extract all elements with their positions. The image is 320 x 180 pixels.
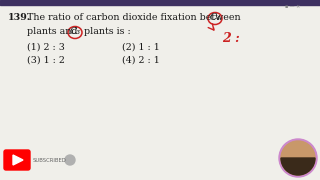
Text: SUBSCRIBED: SUBSCRIBED xyxy=(33,158,67,163)
Wedge shape xyxy=(281,158,315,175)
Text: (3) 1 : 2: (3) 1 : 2 xyxy=(27,56,65,65)
Text: (2) 1 : 1: (2) 1 : 1 xyxy=(122,43,160,52)
Text: ▪ — ×: ▪ — × xyxy=(285,4,300,9)
Text: 139.: 139. xyxy=(8,13,31,22)
Text: plants and: plants and xyxy=(27,27,77,36)
Circle shape xyxy=(279,139,317,177)
Text: plants is :: plants is : xyxy=(84,27,131,36)
Text: (4) 2 : 1: (4) 2 : 1 xyxy=(122,56,160,65)
Text: The ratio of carbon dioxide fixation between: The ratio of carbon dioxide fixation bet… xyxy=(27,13,241,22)
Text: C₃: C₃ xyxy=(70,27,81,36)
Bar xyxy=(0,0,320,5)
Text: C₄: C₄ xyxy=(210,13,221,22)
Text: (1) 2 : 3: (1) 2 : 3 xyxy=(27,43,65,52)
Circle shape xyxy=(65,155,75,165)
Text: 2 :: 2 : xyxy=(222,32,240,45)
Circle shape xyxy=(281,141,315,175)
Polygon shape xyxy=(13,155,23,165)
FancyBboxPatch shape xyxy=(4,150,30,170)
